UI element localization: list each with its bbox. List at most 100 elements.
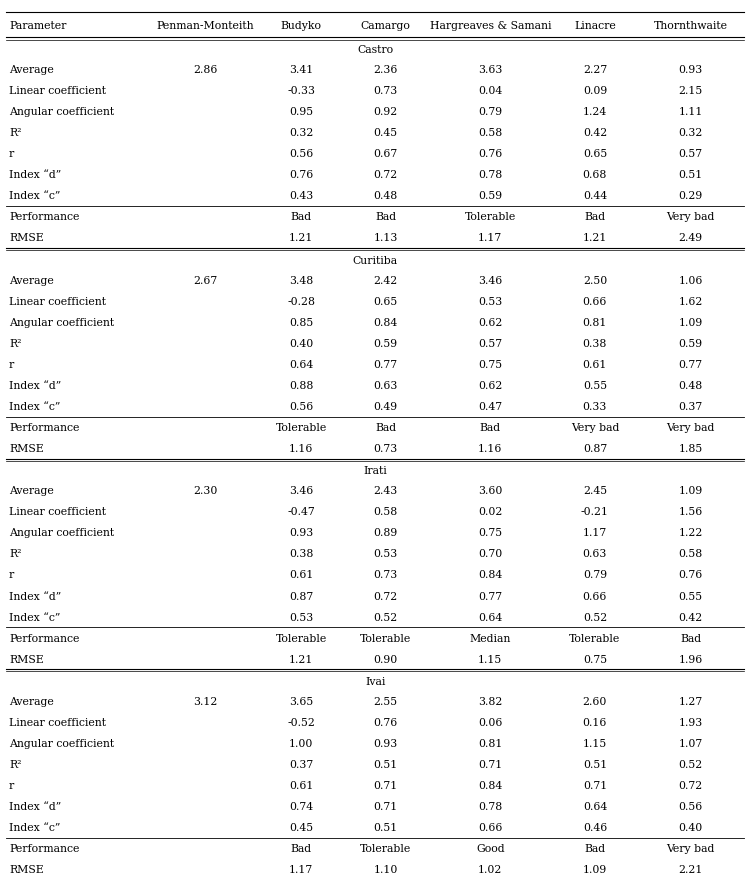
Text: Linear coefficient: Linear coefficient xyxy=(9,717,106,727)
Text: Thornthwaite: Thornthwaite xyxy=(654,21,728,31)
Text: 0.79: 0.79 xyxy=(478,107,503,117)
Text: Index “d”: Index “d” xyxy=(9,170,61,180)
Text: Hargreaves & Samani: Hargreaves & Samani xyxy=(429,21,551,31)
Text: 3.46: 3.46 xyxy=(478,276,503,285)
Text: 0.46: 0.46 xyxy=(583,822,607,832)
Text: 1.16: 1.16 xyxy=(478,443,503,454)
Text: RMSE: RMSE xyxy=(9,443,43,454)
Text: 1.56: 1.56 xyxy=(678,507,703,517)
Text: 0.68: 0.68 xyxy=(583,170,607,180)
Text: Index “c”: Index “c” xyxy=(9,401,61,412)
Text: r: r xyxy=(9,781,14,790)
Text: 0.51: 0.51 xyxy=(373,759,398,769)
Text: 0.62: 0.62 xyxy=(478,318,503,327)
Text: 0.70: 0.70 xyxy=(478,549,503,558)
Text: 0.77: 0.77 xyxy=(373,359,398,370)
Text: 0.51: 0.51 xyxy=(373,822,398,832)
Text: 1.62: 1.62 xyxy=(678,297,703,306)
Text: 1.07: 1.07 xyxy=(678,738,703,748)
Text: r: r xyxy=(9,359,14,370)
Text: 0.40: 0.40 xyxy=(678,822,703,832)
Text: R²: R² xyxy=(9,549,22,558)
Text: 0.59: 0.59 xyxy=(373,338,398,349)
Text: 0.52: 0.52 xyxy=(373,612,398,622)
Text: 2.86: 2.86 xyxy=(193,65,218,75)
Text: 0.73: 0.73 xyxy=(373,86,398,96)
Text: 0.52: 0.52 xyxy=(583,612,607,622)
Text: 1.09: 1.09 xyxy=(678,486,703,496)
Text: 1.17: 1.17 xyxy=(583,528,607,537)
Text: 0.93: 0.93 xyxy=(289,528,313,537)
Text: 0.55: 0.55 xyxy=(678,591,702,601)
Text: 1.96: 1.96 xyxy=(678,654,703,664)
Text: 0.52: 0.52 xyxy=(678,759,703,769)
Text: 0.29: 0.29 xyxy=(678,191,703,201)
Text: 0.74: 0.74 xyxy=(289,802,313,811)
Text: 0.85: 0.85 xyxy=(289,318,313,327)
Text: Average: Average xyxy=(9,696,54,706)
Text: 1.17: 1.17 xyxy=(289,864,313,874)
Text: Linacre: Linacre xyxy=(574,21,616,31)
Text: 2.49: 2.49 xyxy=(678,234,702,243)
Text: Index “c”: Index “c” xyxy=(9,612,61,622)
Text: 0.66: 0.66 xyxy=(478,822,503,832)
Text: 0.37: 0.37 xyxy=(678,401,703,412)
Text: Linear coefficient: Linear coefficient xyxy=(9,297,106,306)
Text: 0.56: 0.56 xyxy=(289,149,313,159)
Text: 3.82: 3.82 xyxy=(478,696,503,706)
Text: 0.79: 0.79 xyxy=(583,570,607,579)
Text: 0.72: 0.72 xyxy=(678,781,703,790)
Text: Index “d”: Index “d” xyxy=(9,380,61,391)
Text: 0.72: 0.72 xyxy=(373,170,398,180)
Text: Bad: Bad xyxy=(584,212,605,222)
Text: 0.71: 0.71 xyxy=(373,802,398,811)
Text: 1.22: 1.22 xyxy=(678,528,703,537)
Text: 2.42: 2.42 xyxy=(373,276,398,285)
Text: Penman-Monteith: Penman-Monteith xyxy=(156,21,254,31)
Text: Angular coefficient: Angular coefficient xyxy=(9,107,114,117)
Text: 1.09: 1.09 xyxy=(678,318,703,327)
Text: 1.21: 1.21 xyxy=(289,654,313,664)
Text: 0.76: 0.76 xyxy=(373,717,398,727)
Text: 0.56: 0.56 xyxy=(678,802,703,811)
Text: 0.81: 0.81 xyxy=(478,738,503,748)
Text: 2.30: 2.30 xyxy=(193,486,218,496)
Text: 3.65: 3.65 xyxy=(289,696,313,706)
Text: 0.43: 0.43 xyxy=(289,191,313,201)
Text: 2.21: 2.21 xyxy=(678,864,703,874)
Text: RMSE: RMSE xyxy=(9,234,43,243)
Text: 1.09: 1.09 xyxy=(583,864,607,874)
Text: 2.60: 2.60 xyxy=(583,696,607,706)
Text: 0.55: 0.55 xyxy=(583,380,607,391)
Text: 0.59: 0.59 xyxy=(678,338,702,349)
Text: Average: Average xyxy=(9,65,54,75)
Text: 0.44: 0.44 xyxy=(583,191,607,201)
Text: 0.61: 0.61 xyxy=(289,570,313,579)
Text: 0.04: 0.04 xyxy=(478,86,503,96)
Text: 0.32: 0.32 xyxy=(289,128,313,138)
Text: 0.77: 0.77 xyxy=(478,591,503,601)
Text: 2.43: 2.43 xyxy=(373,486,398,496)
Text: R²: R² xyxy=(9,759,22,769)
Text: 0.40: 0.40 xyxy=(289,338,313,349)
Text: Index “d”: Index “d” xyxy=(9,591,61,601)
Text: 2.36: 2.36 xyxy=(373,65,398,75)
Text: Parameter: Parameter xyxy=(9,21,67,31)
Text: 0.87: 0.87 xyxy=(289,591,313,601)
Text: 0.92: 0.92 xyxy=(373,107,398,117)
Text: 1.10: 1.10 xyxy=(373,864,398,874)
Text: Tolerable: Tolerable xyxy=(569,633,621,643)
Text: -0.52: -0.52 xyxy=(287,717,315,727)
Text: 1.27: 1.27 xyxy=(678,696,703,706)
Text: Angular coefficient: Angular coefficient xyxy=(9,528,114,537)
Text: 0.65: 0.65 xyxy=(373,297,398,306)
Text: 1.21: 1.21 xyxy=(583,234,607,243)
Text: 0.84: 0.84 xyxy=(373,318,398,327)
Text: 0.37: 0.37 xyxy=(289,759,313,769)
Text: 0.93: 0.93 xyxy=(373,738,398,748)
Text: 0.73: 0.73 xyxy=(373,443,398,454)
Text: 0.66: 0.66 xyxy=(583,297,607,306)
Text: Index “c”: Index “c” xyxy=(9,191,61,201)
Text: 1.85: 1.85 xyxy=(678,443,703,454)
Text: 3.41: 3.41 xyxy=(289,65,313,75)
